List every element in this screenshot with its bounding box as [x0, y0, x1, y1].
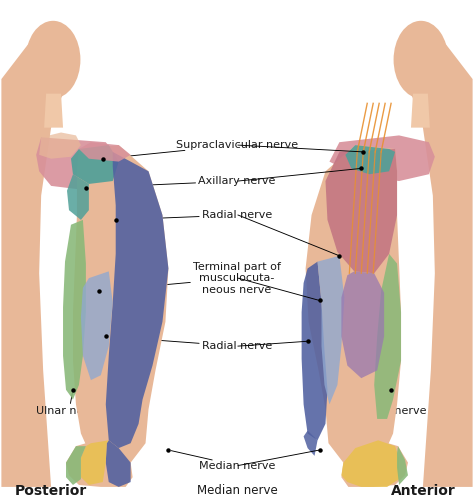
Text: Radial nerve: Radial nerve	[109, 336, 272, 351]
Polygon shape	[401, 30, 473, 487]
Polygon shape	[66, 440, 133, 487]
Polygon shape	[304, 430, 318, 456]
Polygon shape	[411, 94, 430, 128]
Polygon shape	[63, 220, 86, 400]
Polygon shape	[79, 142, 131, 162]
Polygon shape	[326, 149, 397, 274]
Polygon shape	[66, 446, 86, 485]
Polygon shape	[341, 272, 384, 378]
Polygon shape	[36, 138, 121, 190]
Polygon shape	[318, 256, 345, 404]
Polygon shape	[329, 136, 435, 181]
Polygon shape	[1, 30, 73, 487]
Ellipse shape	[26, 21, 81, 98]
Text: Supraclavicular nerve: Supraclavicular nerve	[106, 140, 298, 158]
Polygon shape	[71, 145, 118, 184]
Polygon shape	[106, 440, 131, 487]
Polygon shape	[44, 94, 63, 128]
Text: Ulnar nerve: Ulnar nerve	[36, 392, 102, 416]
Text: Terminal part of
musculocuta-
neous nerve: Terminal part of musculocuta- neous nerv…	[101, 262, 281, 294]
Text: Anterior: Anterior	[391, 484, 456, 498]
Polygon shape	[39, 132, 81, 158]
Text: Median nerve: Median nerve	[171, 450, 275, 470]
Polygon shape	[81, 272, 113, 380]
Polygon shape	[306, 145, 401, 466]
Polygon shape	[346, 145, 395, 174]
Ellipse shape	[393, 21, 448, 98]
Text: Axillary nerve: Axillary nerve	[89, 176, 276, 188]
Text: Radial nerve: Radial nerve	[118, 210, 272, 220]
Text: Posterior: Posterior	[15, 484, 87, 498]
Polygon shape	[67, 174, 89, 220]
Polygon shape	[397, 446, 408, 485]
Polygon shape	[106, 152, 168, 448]
Text: Ulnar nerve: Ulnar nerve	[361, 392, 427, 416]
Text: Median nerve: Median nerve	[197, 484, 277, 497]
Polygon shape	[301, 262, 328, 440]
Polygon shape	[341, 440, 408, 487]
Polygon shape	[81, 440, 109, 485]
Polygon shape	[73, 145, 168, 466]
Polygon shape	[374, 254, 401, 419]
Polygon shape	[341, 440, 399, 487]
